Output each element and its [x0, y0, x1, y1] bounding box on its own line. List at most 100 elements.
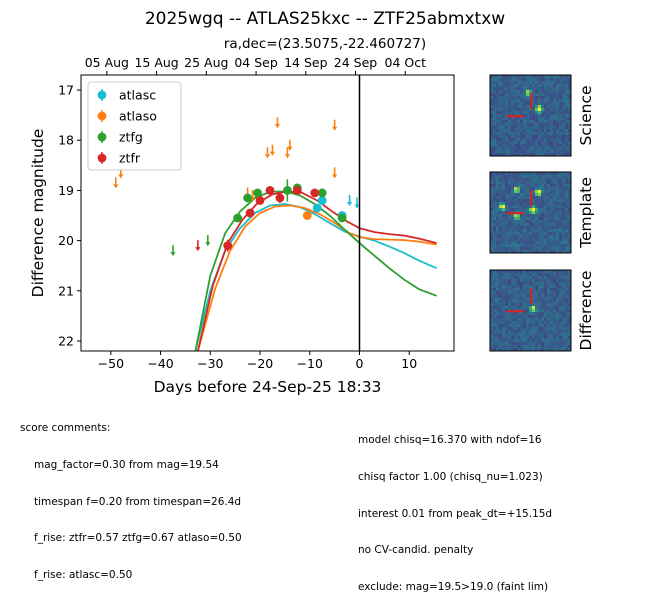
stamp-pixel — [496, 309, 500, 313]
stamp-pixel — [550, 217, 554, 221]
stamp-pixel — [556, 294, 560, 298]
stamp-pixel — [556, 324, 560, 328]
stamp-pixel — [568, 193, 572, 197]
stamp-pixel — [493, 288, 497, 292]
stamp-pixel — [541, 220, 545, 224]
stamp-pixel — [499, 123, 503, 127]
stamp-pixel — [517, 300, 521, 304]
stamp-pixel — [520, 339, 524, 343]
stamp-pixel — [517, 184, 521, 188]
stamp-pixel — [502, 105, 506, 109]
stamp-pixel — [535, 81, 539, 85]
stamp-pixel — [523, 90, 527, 94]
stamp-pixel — [547, 309, 551, 313]
stamp-pixel — [502, 187, 506, 191]
stamp-pixel — [499, 117, 503, 121]
stamp-pixel — [550, 336, 554, 340]
stamp-pixel — [556, 147, 560, 151]
stamp-pixel — [532, 306, 536, 310]
stamp-pixel — [544, 297, 548, 301]
stamp-pixel — [529, 187, 533, 191]
comment-line: mag_factor=0.30 from mag=19.54 — [34, 459, 219, 472]
stamp-pixel — [559, 108, 563, 112]
stamp-pixel — [520, 117, 524, 121]
stamp-pixel — [550, 315, 554, 319]
stamp-pixel — [490, 279, 494, 283]
stamp-pixel — [532, 220, 536, 224]
stamp-pixel — [550, 348, 554, 352]
stamp-pixel — [523, 147, 527, 151]
stamp-pixel — [535, 250, 539, 254]
stamp-pixel — [502, 202, 506, 206]
stamp-pixel — [511, 247, 515, 251]
stamp-pixel — [529, 270, 533, 274]
stamp-pixel — [511, 175, 515, 179]
stamp-pixel — [565, 99, 569, 103]
stamp-pixel — [568, 90, 572, 94]
stamp-pixel — [547, 84, 551, 88]
figure: 2025wgq -- ATLAS25kxc -- ZTF25abmxtxw ra… — [29, 9, 595, 396]
stamp-pixel — [532, 147, 536, 151]
stamp-pixel — [517, 138, 521, 142]
stamp-pixel — [553, 250, 557, 254]
radec-subtitle: ra,dec=(23.5075,-22.460727) — [224, 36, 426, 52]
stamp-pixel — [520, 126, 524, 130]
stamp-pixel — [547, 75, 551, 79]
stamp-pixel — [514, 342, 518, 346]
stamp-pixel — [493, 111, 497, 115]
stamp-pixel — [523, 303, 527, 307]
stamp-pixel — [493, 208, 497, 212]
stamp-pixel — [502, 129, 506, 133]
stamp-pixel — [529, 220, 533, 224]
stamp-pixel — [547, 105, 551, 109]
stamp-pixel — [508, 93, 512, 97]
stamp-pixel — [502, 196, 506, 200]
stamp-pixel — [565, 114, 569, 118]
stamp-pixel — [496, 205, 500, 209]
stamp-pixel — [550, 327, 554, 331]
stamp-pixel — [565, 217, 569, 221]
stamp-pixel — [559, 123, 563, 127]
stamp-pixel — [553, 205, 557, 209]
stamp-pixel — [568, 312, 572, 316]
stamp-pixel — [568, 114, 572, 118]
stamp-pixel — [535, 300, 539, 304]
stamp-pixel — [529, 285, 533, 289]
stamp-pixel — [535, 96, 539, 100]
stamp-pixel — [535, 291, 539, 295]
stamp-pixel — [505, 102, 509, 106]
stamp-pixel — [556, 288, 560, 292]
model-comments: model chisq=16.370 with ndof=16 chisq fa… — [358, 410, 552, 605]
stamp-pixel — [499, 90, 503, 94]
stamp-pixel — [511, 282, 515, 286]
stamp-pixel — [547, 193, 551, 197]
stamp-pixel — [568, 108, 572, 112]
stamp-pixel — [556, 235, 560, 239]
stamp-pixel — [511, 318, 515, 322]
stamp-pixel — [562, 345, 566, 349]
stamp-pixel — [511, 193, 515, 197]
stamp-pixel — [505, 244, 509, 248]
stamp-pixel — [532, 114, 536, 118]
stamp-pixel — [550, 238, 554, 242]
stamp-pixel — [532, 93, 536, 97]
stamp-pixel — [514, 99, 518, 103]
stamp-pixel — [499, 300, 503, 304]
stamp-pixel — [556, 208, 560, 212]
stamp-pixel — [490, 132, 494, 136]
stamp-pixel — [493, 297, 497, 301]
stamp-pixel — [514, 229, 518, 233]
stamp-pixel — [523, 288, 527, 292]
stamp-pixel — [562, 291, 566, 295]
comment-line: timespan f=0.20 from timespan=26.4d — [34, 495, 242, 508]
stamp-pixel — [508, 279, 512, 283]
stamp-pixel — [493, 285, 497, 289]
stamp-pixel — [553, 288, 557, 292]
stamp-pixel — [565, 181, 569, 185]
stamp-pixel — [496, 99, 500, 103]
stamp-pixel — [505, 333, 509, 337]
stamp-pixel — [517, 141, 521, 145]
stamp-pixel — [511, 312, 515, 316]
stamp-pixel — [511, 217, 515, 221]
stamp-pixel — [544, 309, 548, 313]
